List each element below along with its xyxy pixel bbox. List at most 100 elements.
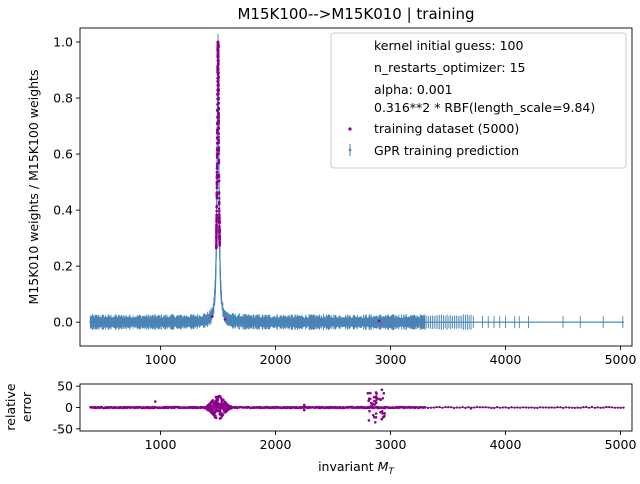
training-point: [215, 214, 218, 218]
residual-point: [227, 404, 230, 407]
residual-point: [373, 403, 376, 406]
residual-point: [533, 406, 536, 410]
residual-point: [447, 405, 450, 409]
residual-point: [370, 401, 373, 405]
training-point: [215, 180, 219, 183]
training-point: [217, 149, 221, 152]
training-point: [216, 58, 220, 62]
training-point: [217, 96, 220, 100]
residual-point: [372, 413, 375, 417]
residual-point: [376, 397, 379, 400]
residual-point: [381, 397, 385, 400]
residual-point: [302, 403, 306, 407]
training-point: [215, 173, 219, 177]
training-point: [215, 226, 218, 229]
residual-point: [223, 410, 227, 413]
residual-point: [372, 395, 376, 399]
training-point: [210, 315, 214, 318]
residual-point: [429, 406, 433, 409]
main-axis-ticks: 1000 2000 3000 4000 5000 0.0 0.2 0.4 0.6 0.8 1.0: [53, 35, 636, 367]
y-axis-label: M15K010 weights / M15K100 weights: [26, 70, 41, 305]
legend-entry-gpr-prediction: GPR training prediction: [374, 143, 519, 158]
training-point: [217, 45, 220, 48]
residual-point: [613, 406, 617, 409]
residual-point: [373, 400, 376, 403]
x-tick-label: 5000: [605, 352, 637, 367]
residual-point: [619, 406, 622, 409]
residual-point: [504, 406, 507, 409]
training-point: [217, 200, 221, 204]
residual-point: [547, 406, 551, 409]
chart-title: M15K100-->M15K010 | training: [237, 5, 474, 23]
residual-point: [378, 397, 382, 401]
y-tick-label: 0.6: [53, 147, 73, 162]
training-point: [218, 220, 221, 223]
residual-x-tick-label: 4000: [490, 437, 522, 452]
residual-point: [212, 405, 215, 409]
legend-entry-kernel: 0.316**2 * RBF(length_scale=9.84): [374, 100, 595, 115]
residual-point: [573, 406, 576, 410]
training-point: [216, 109, 219, 112]
residual-x-tick-label: 2000: [260, 437, 292, 452]
training-point: [217, 197, 221, 200]
residual-y-label-line2: error: [19, 391, 34, 422]
training-point: [217, 122, 220, 126]
legend-entry-restarts: n_restarts_optimizer: 15: [374, 60, 525, 75]
residual-x-tick-label: 3000: [375, 437, 407, 452]
training-point: [215, 141, 219, 145]
residual-point: [441, 406, 444, 409]
residual-point: [368, 409, 371, 413]
training-point: [215, 196, 219, 200]
training-point: [217, 126, 220, 130]
residual-point: [424, 406, 427, 409]
training-point: [218, 228, 221, 232]
training-point: [218, 244, 221, 247]
residual-point: [550, 406, 553, 409]
residual-point: [478, 406, 481, 409]
training-point: [216, 52, 220, 56]
residual-point: [302, 408, 306, 412]
training-point: [218, 236, 221, 240]
residual-point: [219, 416, 223, 420]
residual-point: [229, 406, 232, 409]
residual-point: [588, 406, 591, 409]
training-point: [216, 64, 220, 68]
residual-point: [590, 405, 594, 408]
residual-point: [582, 406, 585, 409]
residual-point: [469, 407, 473, 410]
training-point: [217, 115, 220, 118]
residual-point: [380, 388, 384, 392]
training-point: [217, 111, 220, 115]
residual-point: [220, 414, 224, 418]
residual-point: [212, 403, 215, 406]
y-tick-label: 1.0: [53, 35, 73, 50]
residual-y-label-line1: relative: [3, 383, 18, 430]
residual-point: [435, 405, 438, 409]
residual-point: [611, 406, 614, 409]
y-tick-label: 0.0: [53, 315, 73, 330]
training-point: [218, 233, 221, 236]
training-point: [215, 218, 218, 221]
residual-point: [567, 406, 571, 409]
residual-point: [438, 405, 441, 409]
residual-plot-frame: [79, 383, 633, 432]
residual-point: [490, 407, 493, 410]
residual-point: [608, 405, 611, 409]
residual-point: [374, 401, 378, 405]
residual-point: [369, 391, 372, 395]
residual-point: [432, 406, 435, 409]
training-point: [215, 167, 219, 170]
residual-point: [223, 401, 226, 405]
residual-point: [427, 406, 430, 410]
residual-point: [367, 399, 371, 403]
residual-point: [616, 406, 620, 409]
training-point: [217, 71, 220, 74]
training-point: [216, 129, 219, 132]
training-point: [215, 220, 218, 224]
training-point: [217, 202, 221, 206]
residual-x-tick-label: 5000: [605, 437, 637, 452]
residual-point: [382, 415, 385, 419]
residual-point: [501, 406, 504, 409]
residual-point: [565, 406, 568, 409]
